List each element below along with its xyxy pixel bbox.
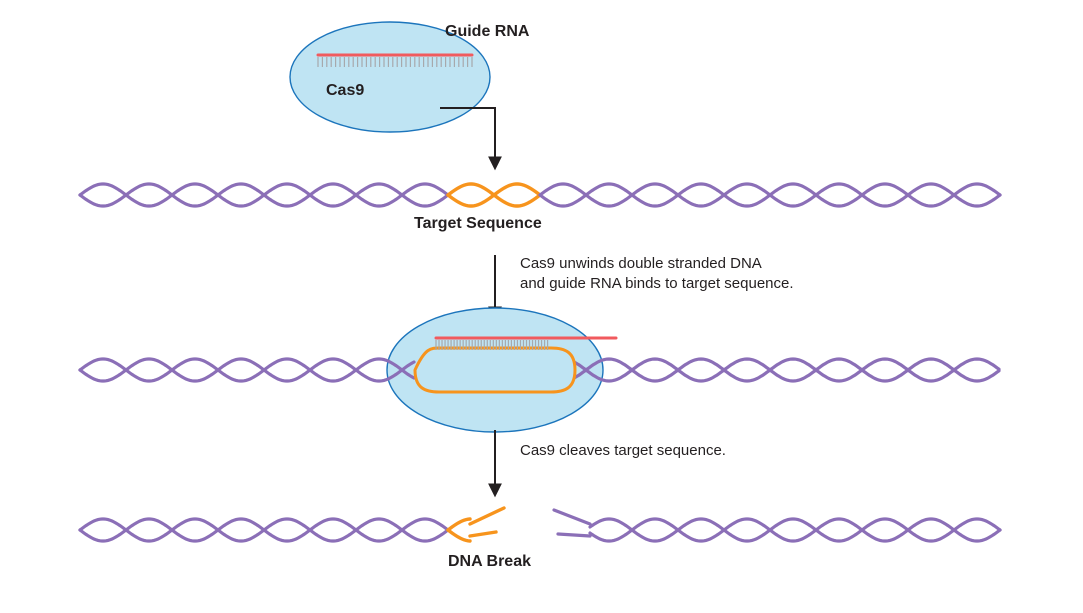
break-tail-orange-1 — [470, 508, 504, 524]
target-left-broken — [448, 519, 470, 541]
step1-text-a: Cas9 unwinds double stranded DNA — [520, 255, 762, 272]
dna-left-3 — [80, 519, 448, 541]
cas9-bound — [387, 308, 603, 432]
dna-left — [80, 184, 448, 206]
dna-break-label: DNA Break — [448, 553, 531, 570]
dna-left-2 — [80, 359, 414, 381]
guide-rna-label: Guide RNA — [445, 23, 530, 40]
dna-right-3 — [590, 519, 1000, 541]
cas9-label: Cas9 — [326, 82, 364, 99]
dna-right-2 — [575, 359, 999, 381]
step2-text: Cas9 cleaves target sequence. — [520, 442, 726, 459]
break-tail-purple-1 — [554, 510, 590, 524]
target-sequence — [448, 184, 540, 206]
break-tail-purple-2 — [558, 534, 590, 536]
dna-right — [540, 184, 1000, 206]
step1-text-b: and guide RNA binds to target sequence. — [520, 275, 794, 292]
break-tail-orange-2 — [470, 532, 496, 536]
target-sequence-label: Target Sequence — [414, 215, 542, 232]
